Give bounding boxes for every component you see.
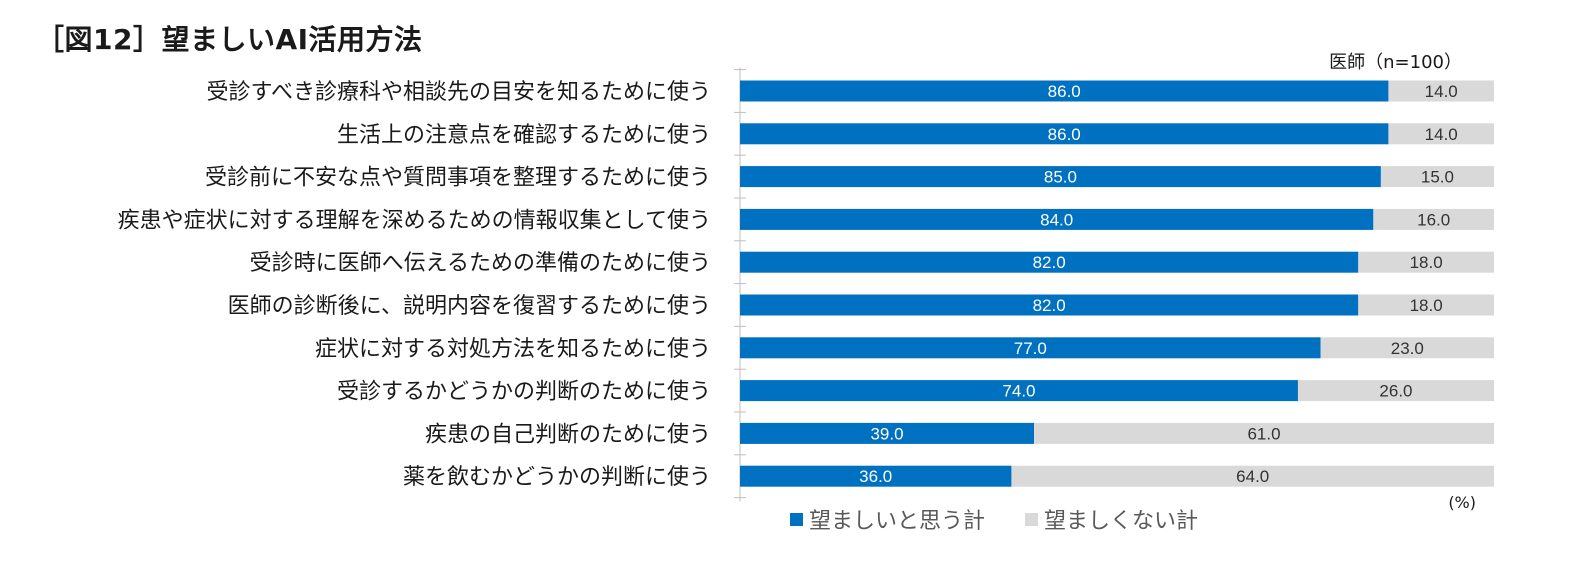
category-labels: 受診すべき診療科や相談先の目安を知るために使う生活上の注意点を確認するために使う… [118, 80, 711, 490]
bar-positive [740, 208, 1374, 230]
bar-negative [1034, 422, 1494, 444]
category-label: 生活上の注意点を確認するために使う [337, 123, 711, 148]
data-label-positive: 82.0 [1033, 253, 1066, 272]
data-label-positive: 86.0 [1048, 82, 1081, 101]
category-label: 受診すべき診療科や相談先の目安を知るために使う [207, 80, 711, 105]
bar-positive [740, 123, 1389, 145]
data-label-positive: 36.0 [859, 467, 892, 486]
bar-negative [1320, 337, 1494, 359]
bar-positive [740, 337, 1321, 359]
bar-positive [740, 465, 1012, 487]
data-label-negative: 61.0 [1247, 424, 1280, 443]
category-label: 症状に対する対処方法を知るために使う [315, 337, 711, 362]
legend-item-positive: 望ましいと思う計 [790, 503, 985, 535]
data-label-negative: 18.0 [1410, 296, 1443, 315]
data-label-positive: 39.0 [870, 424, 903, 443]
bar-negative [1388, 80, 1494, 102]
legend-item-negative: 望ましくない計 [1025, 503, 1198, 535]
category-label: 疾患や症状に対する理解を深めるための情報収集として使う [118, 208, 711, 233]
data-label-positive: 82.0 [1033, 296, 1066, 315]
legend: 望ましいと思う計 望ましくない計 [790, 503, 1238, 535]
bar-negative [1297, 380, 1494, 402]
bar-negative [1358, 294, 1494, 316]
sample-size-label: 医師（n=100） [1329, 52, 1462, 73]
data-label-negative: 18.0 [1410, 253, 1443, 272]
data-label-negative: 23.0 [1391, 339, 1424, 358]
unit-label: (%) [1448, 493, 1476, 512]
bar-negative [1380, 166, 1494, 188]
chart-title: ［図12］望ましいAI活用方法 [36, 23, 423, 56]
category-label: 疾患の自己判断のために使う [425, 422, 711, 447]
bar-area: 86.0 14.0 86.0 14.0 85.0 15.0 84.0 16.0 82.0 18.0… [740, 80, 1494, 487]
bar-positive [740, 80, 1389, 102]
data-label-negative: 64.0 [1236, 467, 1269, 486]
category-label: 受診するかどうかの判断のために使う [337, 380, 711, 405]
bar-positive [740, 380, 1298, 402]
data-label-negative: 16.0 [1417, 210, 1450, 229]
category-label: 受診時に医師へ伝えるための準備のために使う [250, 251, 711, 276]
bar-negative [1011, 465, 1494, 487]
data-label-positive: 86.0 [1048, 125, 1081, 144]
category-label: 受診前に不安な点や質問事項を整理するために使う [205, 166, 711, 191]
data-label-negative: 15.0 [1421, 168, 1454, 187]
data-label-negative: 14.0 [1425, 125, 1458, 144]
legend-swatch-positive [790, 512, 803, 526]
bar-positive [740, 422, 1035, 444]
legend-label-negative: 望ましくない計 [1044, 509, 1199, 534]
data-label-positive: 74.0 [1002, 382, 1035, 401]
legend-swatch-negative [1025, 512, 1039, 526]
bar-positive [740, 251, 1359, 273]
bar-negative [1358, 251, 1494, 273]
bar-positive [740, 294, 1359, 316]
data-label-negative: 26.0 [1379, 382, 1412, 401]
category-label: 薬を飲むかどうかの判断に使う [403, 465, 711, 490]
data-label-positive: 77.0 [1014, 339, 1047, 358]
category-label: 医師の診断後に、説明内容を復習するために使う [228, 294, 711, 319]
bar-positive [740, 166, 1381, 188]
data-label-positive: 84.0 [1040, 210, 1073, 229]
legend-label-positive: 望ましいと思う計 [809, 509, 986, 534]
data-label-negative: 14.0 [1425, 82, 1458, 101]
bar-negative [1373, 208, 1494, 230]
bar-negative [1388, 123, 1494, 145]
data-label-positive: 85.0 [1044, 168, 1077, 187]
